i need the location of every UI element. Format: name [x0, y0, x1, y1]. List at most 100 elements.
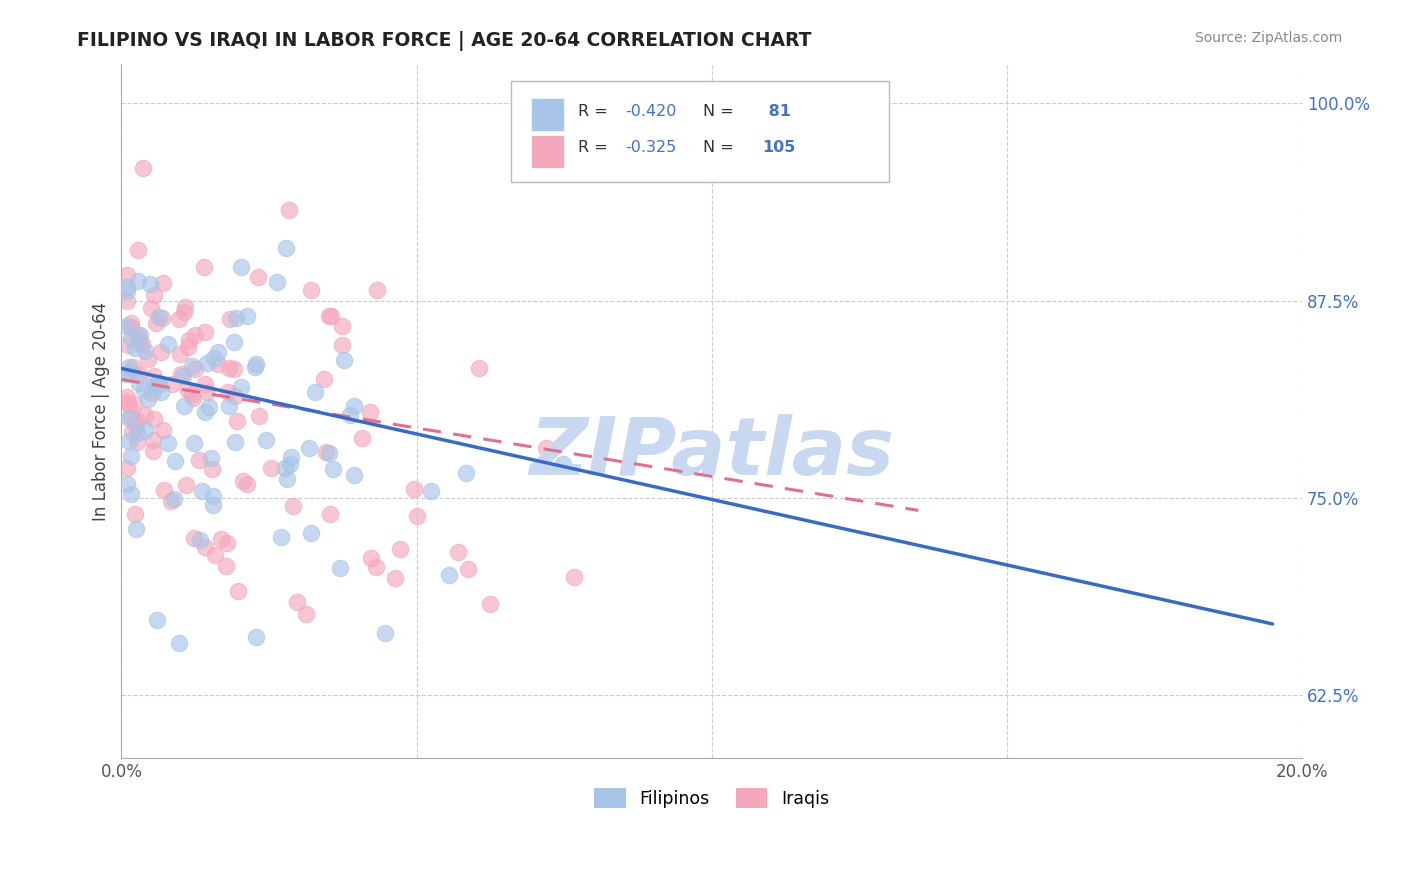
Point: [183, 531, 205, 545]
Point: [229, 380, 252, 394]
Point: [121, 425, 143, 439]
Point: [129, 334, 152, 348]
Point: [225, 310, 247, 325]
Point: [184, 362, 207, 376]
Point: [181, 391, 204, 405]
Point: [177, 333, 200, 347]
Point: [226, 584, 249, 599]
Point: [132, 161, 155, 176]
Point: [224, 434, 246, 449]
Point: [201, 462, 224, 476]
Point: [152, 483, 174, 498]
Point: [245, 630, 267, 644]
Point: [117, 284, 139, 298]
Point: [150, 310, 173, 325]
Point: [278, 457, 301, 471]
Point: [295, 607, 318, 621]
Point: [132, 383, 155, 397]
Point: [329, 560, 352, 574]
Point: [156, 436, 179, 450]
Point: [322, 462, 344, 476]
Text: 105: 105: [762, 140, 796, 155]
Point: [314, 372, 336, 386]
Point: [152, 277, 174, 291]
Point: [117, 294, 139, 309]
Point: [224, 389, 246, 403]
Text: FILIPINO VS IRAQI IN LABOR FORCE | AGE 20-64 CORRELATION CHART: FILIPINO VS IRAQI IN LABOR FORCE | AGE 2…: [77, 31, 811, 51]
Point: [366, 284, 388, 298]
Point: [359, 405, 381, 419]
Point: [247, 269, 270, 284]
Point: [127, 412, 149, 426]
Point: [285, 594, 308, 608]
Point: [243, 360, 266, 375]
Point: [148, 376, 170, 390]
Point: [120, 316, 142, 330]
Point: [139, 301, 162, 315]
Point: [142, 433, 165, 447]
Point: [117, 366, 139, 380]
Text: 81: 81: [762, 103, 790, 119]
Y-axis label: In Labor Force | Age 20-64: In Labor Force | Age 20-64: [93, 301, 110, 521]
Point: [160, 494, 183, 508]
Point: [136, 392, 159, 406]
Point: [163, 454, 186, 468]
Point: [201, 489, 224, 503]
Point: [160, 377, 183, 392]
Point: [183, 435, 205, 450]
Point: [231, 260, 253, 274]
Point: [142, 287, 165, 301]
Legend: Filipinos, Iraqis: Filipinos, Iraqis: [588, 781, 837, 815]
Point: [202, 351, 225, 365]
Point: [117, 391, 139, 405]
Point: [236, 310, 259, 324]
Point: [388, 542, 411, 557]
Point: [218, 399, 240, 413]
Point: [318, 446, 340, 460]
Point: [315, 445, 337, 459]
Point: [174, 300, 197, 314]
Point: [270, 530, 292, 544]
Point: [280, 450, 302, 464]
Point: [321, 309, 343, 323]
Point: [177, 383, 200, 397]
Point: [333, 353, 356, 368]
Point: [176, 340, 198, 354]
Point: [439, 568, 461, 582]
Point: [207, 345, 229, 359]
Point: [553, 457, 575, 471]
Point: [343, 468, 366, 483]
Point: [274, 461, 297, 475]
Point: [198, 400, 221, 414]
Point: [318, 309, 340, 323]
Point: [127, 244, 149, 258]
Point: [145, 316, 167, 330]
Point: [299, 283, 322, 297]
Point: [405, 508, 427, 523]
Text: R =: R =: [578, 140, 613, 155]
Point: [218, 361, 240, 376]
Point: [145, 378, 167, 392]
Text: ZIPatlas: ZIPatlas: [529, 414, 894, 491]
Point: [128, 368, 150, 382]
Point: [173, 400, 195, 414]
FancyBboxPatch shape: [510, 81, 889, 182]
Point: [254, 434, 277, 448]
Point: [122, 360, 145, 375]
Point: [209, 532, 232, 546]
Point: [117, 268, 139, 282]
Point: [120, 330, 142, 344]
Point: [343, 399, 366, 413]
Point: [134, 344, 156, 359]
Point: [127, 274, 149, 288]
Point: [142, 368, 165, 383]
Point: [194, 376, 217, 391]
Point: [215, 558, 238, 573]
Point: [136, 352, 159, 367]
Point: [200, 450, 222, 465]
Point: [122, 397, 145, 411]
Point: [148, 377, 170, 392]
Point: [128, 328, 150, 343]
Point: [217, 385, 239, 400]
Point: [468, 360, 491, 375]
